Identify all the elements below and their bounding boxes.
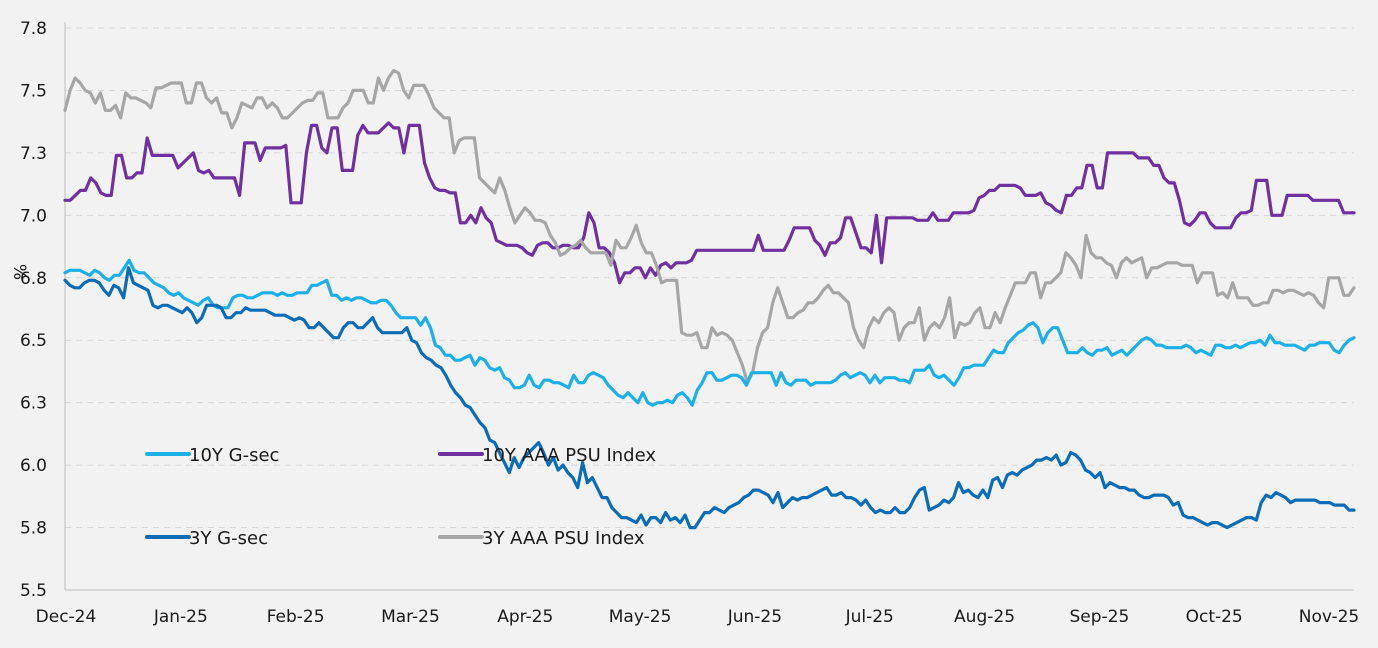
legend-item: 10Y AAA PSU Index	[438, 445, 656, 466]
y-tick-label: 7.0	[20, 206, 47, 226]
legend-label: 10Y AAA PSU Index	[482, 445, 656, 466]
x-tick-label: Feb-25	[267, 607, 325, 627]
axes	[64, 22, 1354, 591]
y-tick-label: 7.8	[20, 19, 47, 39]
series-line-10y-g-sec	[63, 258, 1356, 407]
legend-label: 10Y G-sec	[189, 445, 279, 466]
legend-item: 10Y G-sec	[145, 445, 279, 466]
y-tick-label: 7.5	[20, 81, 47, 101]
x-tick-label: Jan-25	[153, 607, 208, 627]
y-tick-label: 6.5	[20, 331, 47, 351]
legend-item: 3Y G-sec	[145, 528, 268, 549]
y-axis-ticks: 7.8 7.5 7.3 7.0 6.8 6.5 6.3 6.0 5.8 5.5	[20, 19, 47, 601]
x-tick-label: Dec-24	[36, 607, 97, 627]
y-tick-label: 6.3	[20, 394, 47, 414]
x-tick-label: Aug-25	[954, 607, 1015, 627]
x-tick-label: Mar-25	[381, 607, 440, 627]
legend-label: 3Y G-sec	[189, 528, 268, 549]
y-axis-label: %	[9, 264, 29, 280]
x-tick-label: May-25	[609, 607, 672, 627]
x-tick-label: Nov-25	[1299, 607, 1360, 627]
x-tick-label: Jun-25	[727, 607, 782, 627]
x-axis-ticks: Dec-24 Jan-25 Feb-25 Mar-25 Apr-25 May-25 Jun-…	[36, 607, 1360, 627]
x-tick-label: Oct-25	[1186, 607, 1243, 627]
y-tick-label: 6.0	[20, 456, 47, 476]
series-line-3y-g-sec	[63, 266, 1356, 530]
legend-label: 3Y AAA PSU Index	[482, 528, 645, 549]
gridlines	[65, 27, 1354, 529]
y-tick-label: 5.8	[20, 519, 47, 539]
y-tick-label: 5.5	[20, 581, 47, 601]
series-line-3y-aaa-psu-index	[63, 68, 1356, 385]
series-lines	[63, 68, 1356, 530]
y-tick-label: 7.3	[20, 144, 47, 164]
x-tick-label: Sep-25	[1069, 607, 1129, 627]
legend: 10Y G-sec 10Y AAA PSU Index 3Y G-sec 3Y AAA…	[145, 445, 656, 549]
y-tick-label: 6.8	[20, 269, 47, 289]
x-tick-label: Jul-25	[845, 607, 894, 627]
legend-item: 3Y AAA PSU Index	[438, 528, 645, 549]
x-tick-label: Apr-25	[497, 607, 553, 627]
series-line-10y-aaa-psu-index	[63, 121, 1356, 285]
